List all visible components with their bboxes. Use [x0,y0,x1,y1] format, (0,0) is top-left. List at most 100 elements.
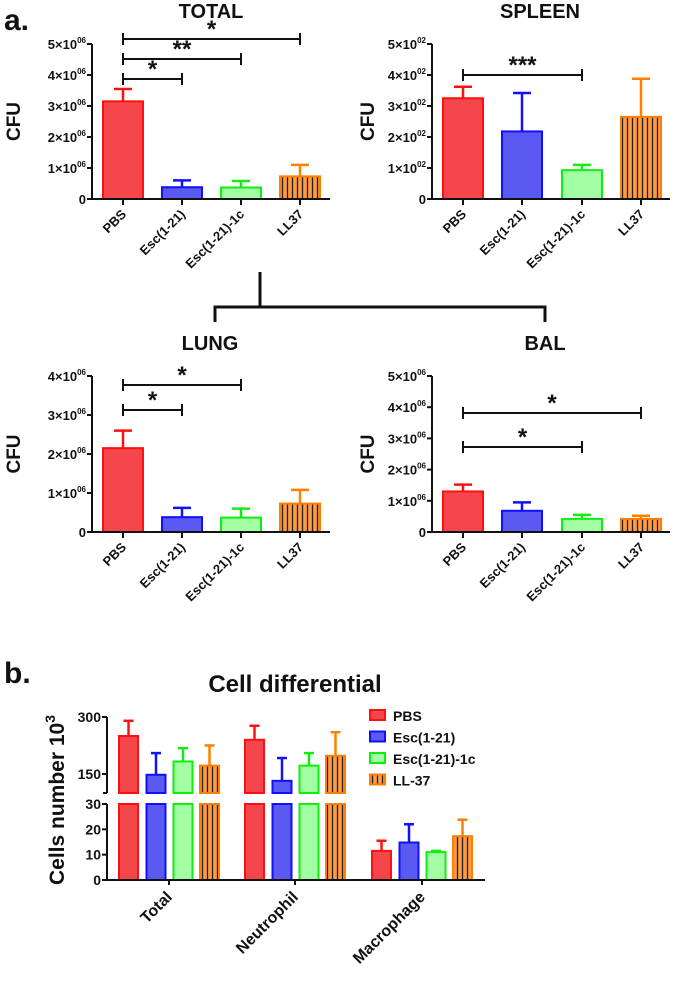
significance-bracket [122,404,183,416]
y-tick-label: 1×1006 [48,485,87,501]
bar-esc(1-21)-1c [561,517,603,533]
y-tick-label: 3×1006 [48,407,87,423]
y-tick-label: 1×1002 [388,160,427,176]
bar-esc(1-21)-1c [561,169,603,200]
bar-ll37 [620,517,662,533]
x-tick-label: Total [138,889,176,927]
significance-bracket [462,441,583,453]
x-tick-label: Esc(1-21) [137,540,188,591]
bar-esc(1-21) [501,130,543,200]
y-tick-label: 20 [85,821,101,837]
legend-swatch [369,730,386,743]
bar-pbs [102,447,144,533]
bar-lower-segment [271,803,293,881]
x-tick-label: LL37 [615,207,647,239]
x-tick-label: LL37 [274,540,306,572]
significance-bracket [462,69,583,81]
chart-spleen: SPLEEN CFU PBS Esc(1-21)Esc(1-21)-1c LL37 0 1×… [358,1,670,271]
bar-upper-segment [244,738,265,794]
bar-ll37 [279,502,321,533]
significance-bracket [462,407,642,419]
bar-upper-segment [145,773,167,795]
significance-label: * [177,362,187,389]
bar-upper-segment [118,735,139,794]
x-tick-label: Esc(1-21) [137,207,188,258]
y-tick-label: 1×1006 [48,160,87,176]
x-tick-label: Esc(1-21)-1c [182,540,247,605]
x-tick-label: Macrophage [350,889,429,968]
y-tick-label: 3×1006 [48,98,87,114]
panel-label-b: b. [4,657,31,690]
x-tick-label: Esc(1-21)-1c [182,207,247,272]
y-tick-label: 10 [85,847,101,863]
significance-label: * [547,390,557,417]
y-tick-label: 4×1006 [48,67,87,83]
bar-lower-segment [298,803,320,881]
chart-cell-differential: Cell differential Cells number 103 PBS Esc(… [42,671,485,967]
bar-upper-segment [298,764,320,795]
bar [398,841,420,881]
y-tick-label: 4×1006 [48,368,87,384]
bar-lower-segment [145,803,167,881]
y-tick-label: 4×1006 [388,399,427,415]
x-tick-label: Esc(1-21)-1c [523,540,588,605]
bar-upper-segment [199,764,220,795]
y-axis-label: CFU [358,102,379,141]
legend-label: PBS [393,708,422,724]
y-tick-label: 300 [78,709,102,725]
bar [425,851,447,882]
x-tick-label: Esc(1-21)-1c [523,207,588,272]
panel-connector [213,272,547,322]
bar [371,849,392,881]
significance-bracket [122,53,242,65]
y-tick-label: 30 [85,796,101,812]
y-tick-label: 150 [78,766,102,782]
legend-swatch [369,773,386,786]
y-tick-label: 5×1002 [388,36,427,52]
y-tick-label: 0 [79,525,86,540]
legend-label: Esc(1-21)-1c [393,751,476,767]
bar-esc(1-21)-1c [220,516,262,534]
x-tick-label: Neutrophil [233,889,302,958]
bar-lower-segment [118,803,139,881]
legend-swatch [369,752,386,764]
chart-title: LUNG [182,333,239,355]
significance-label: * [207,16,217,43]
legend-swatch [369,709,386,721]
x-tick-label: LL37 [615,540,647,572]
significance-label: * [148,387,158,414]
bar-esc(1-21) [161,186,203,201]
significance-label: *** [508,52,537,79]
bar [452,835,473,882]
y-tick-label: 2×1002 [388,129,427,145]
y-axis-label: CFU [358,434,379,473]
panel-label-a: a. [4,4,29,37]
y-tick-label: 2×1006 [388,462,427,478]
bar-upper-segment [271,779,293,795]
bar-lower-segment [325,803,346,881]
chart-title: SPLEEN [500,1,580,23]
x-tick-label: Esc(1-21) [477,540,528,591]
y-tick-label: 2×1006 [48,129,87,145]
significance-label: ** [173,36,192,63]
significance-bracket [122,379,242,391]
bar-esc(1-21) [161,516,203,533]
bar-lower-segment [199,803,220,881]
bar-esc(1-21) [501,509,543,533]
legend-label: LL-37 [393,773,431,789]
y-axis-label: CFU [4,434,25,473]
x-tick-label: PBS [100,206,130,236]
chart-total: TOTAL CFU PBS Esc(1-21)Esc(1-21)-1c LL37 0 1×1… [4,1,330,271]
chart-title: TOTAL [179,1,244,23]
x-tick-label: Esc(1-21) [477,207,528,258]
y-tick-label: 5×1006 [48,36,87,52]
bar-lower-segment [244,803,265,881]
y-axis-label: CFU [4,102,25,141]
y-axis-label: Cells number 103 [42,715,69,885]
bar-pbs [442,97,484,200]
chart-lung: LUNG CFU PBS Esc(1-21)Esc(1-21)-1c LL37 0 1×10… [4,333,330,604]
y-tick-label: 2×1006 [48,446,87,462]
bar-esc(1-21)-1c [220,186,262,200]
y-tick-label: 0 [79,192,86,207]
